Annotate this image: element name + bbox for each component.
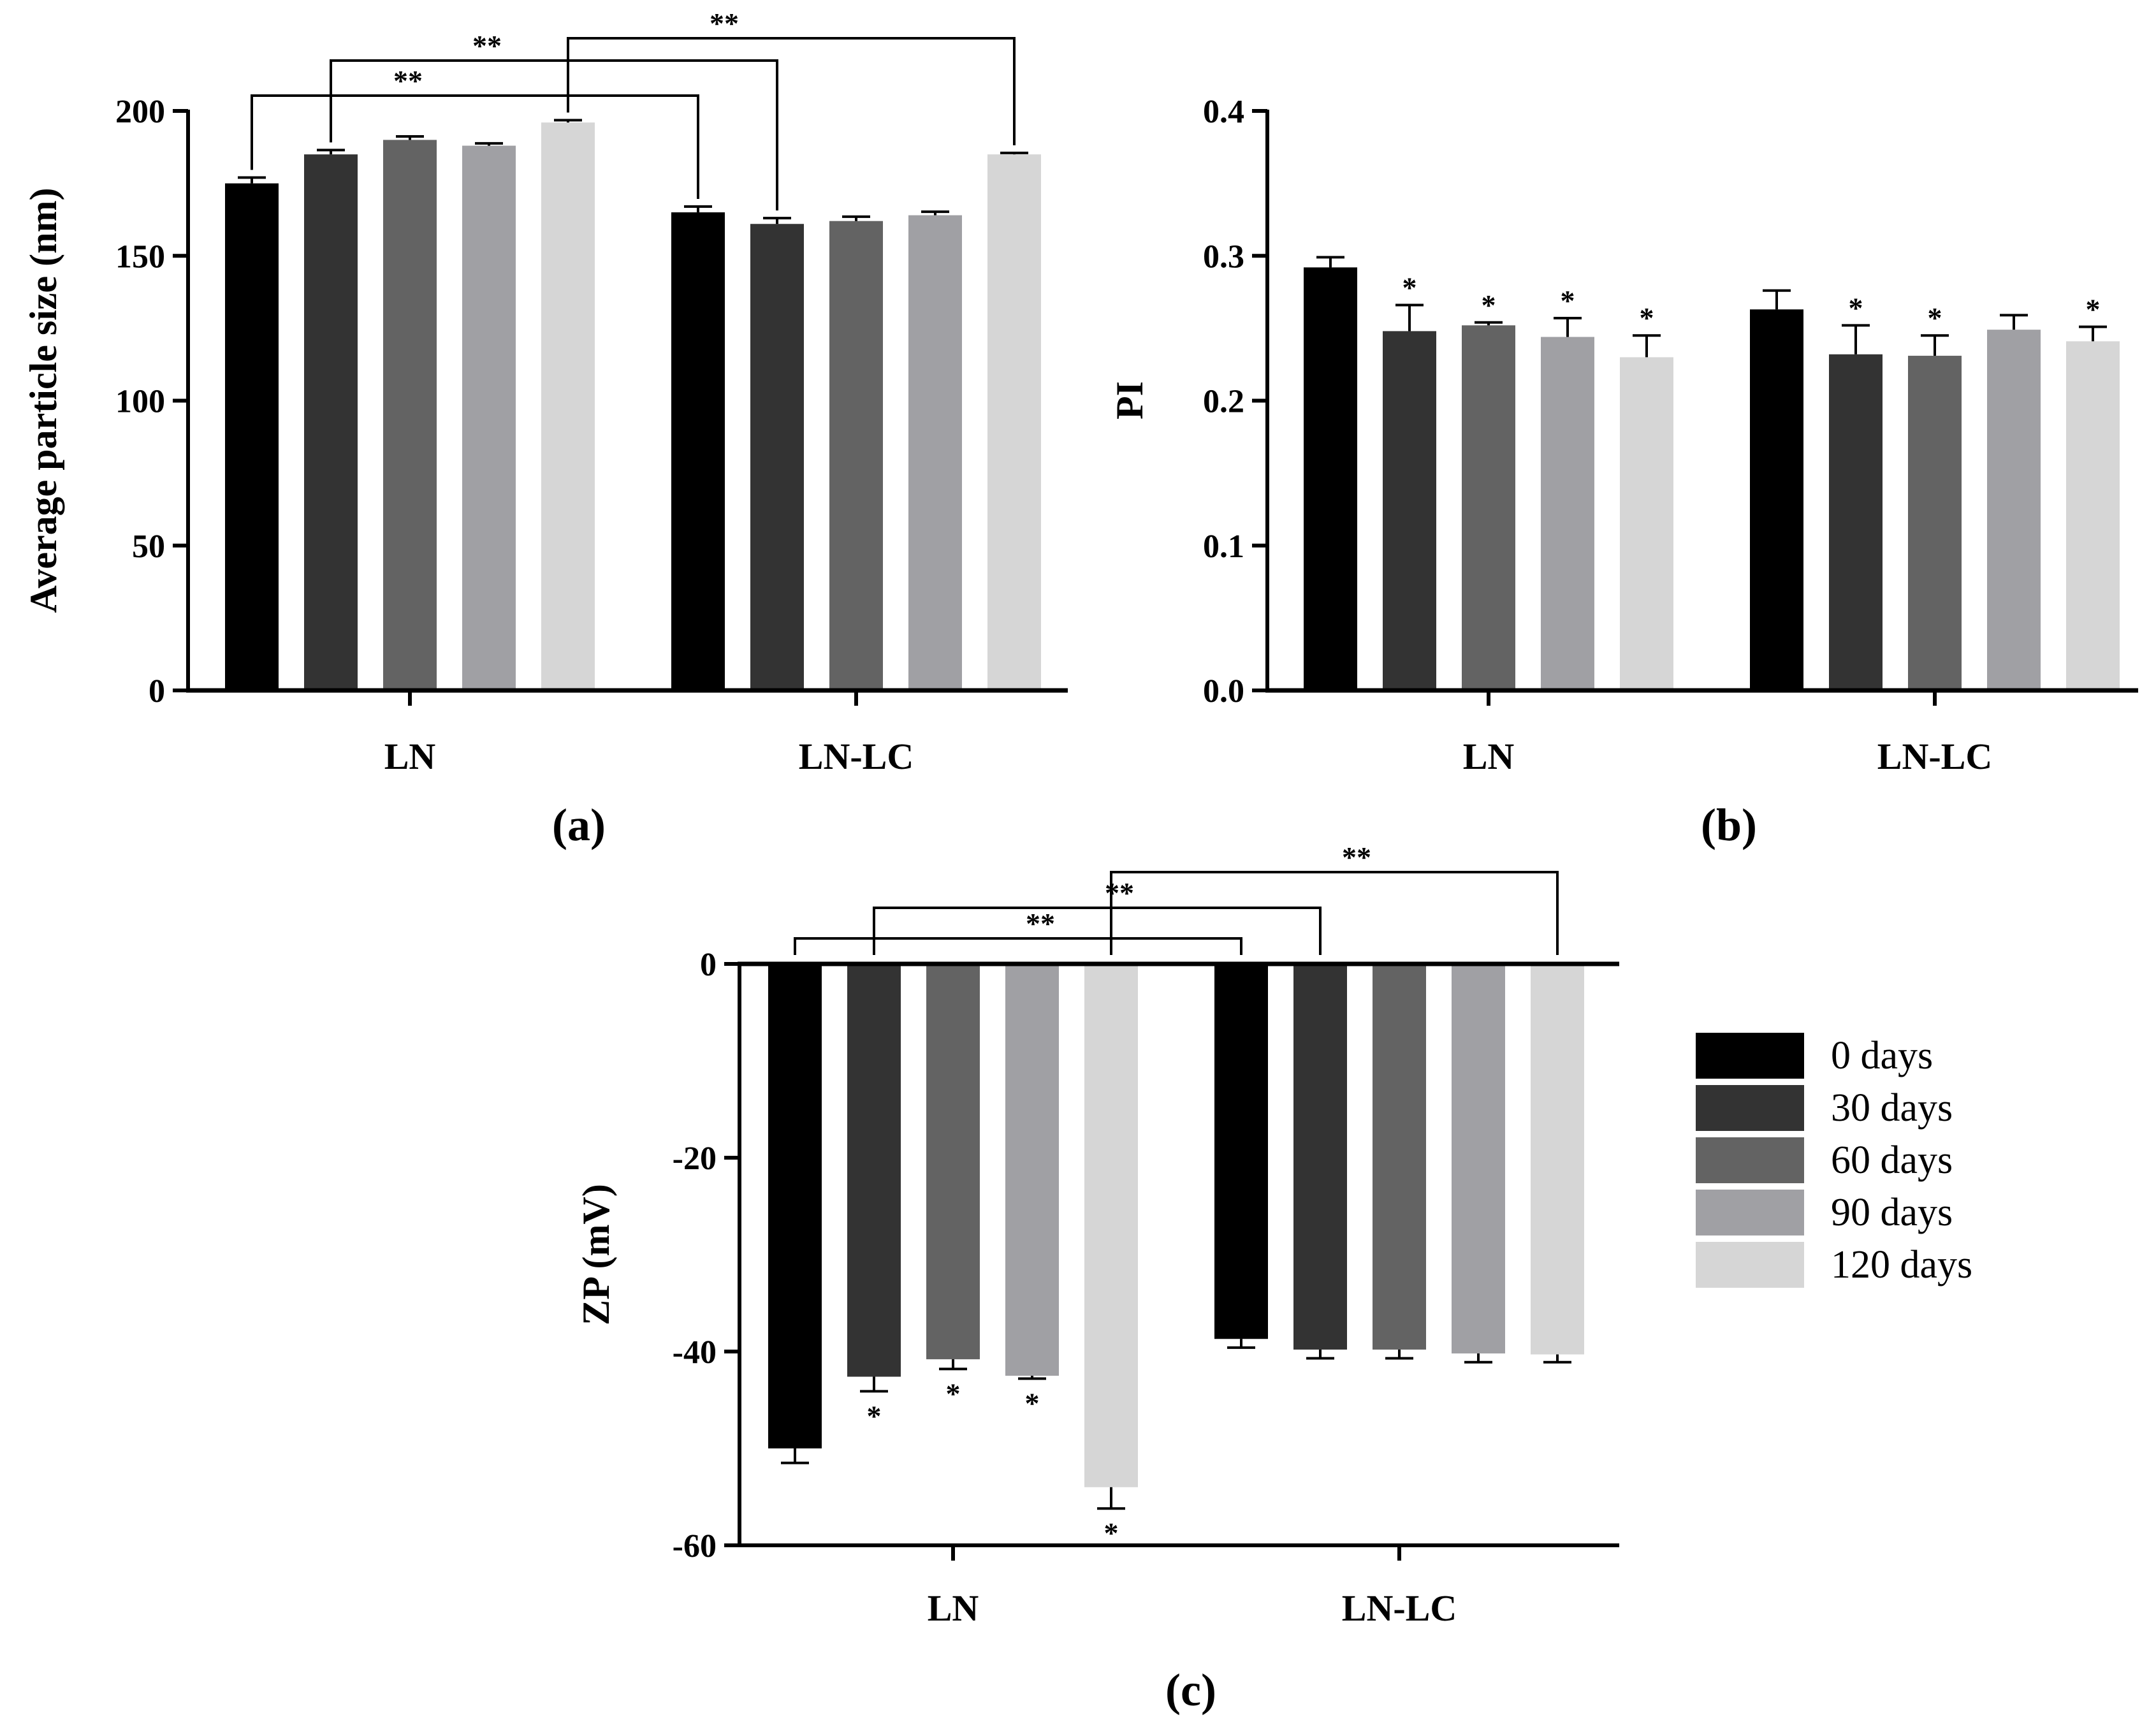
y-tick-label: 50 <box>132 528 165 565</box>
significance-label: ** <box>1026 907 1055 940</box>
significance-label: ** <box>710 7 739 40</box>
legend-swatch <box>1696 1085 1804 1131</box>
y-axis-label: PI <box>1109 381 1151 419</box>
y-tick-label: 0.2 <box>1203 384 1244 420</box>
bar <box>847 964 901 1377</box>
bar <box>750 224 804 690</box>
y-tick-label: 0.3 <box>1203 238 1244 275</box>
bar <box>1293 964 1347 1350</box>
bar-significance-label: * <box>1025 1387 1040 1420</box>
bar <box>462 145 516 691</box>
bar <box>1084 964 1138 1487</box>
significance-label: ** <box>393 64 423 97</box>
bar-significance-label: * <box>1482 289 1496 321</box>
x-category-label: LN-LC <box>1342 1587 1457 1629</box>
bar-significance-label: * <box>1561 284 1575 317</box>
bar-significance-label: * <box>946 1377 961 1410</box>
bar <box>1829 354 1883 690</box>
bar <box>987 154 1041 691</box>
y-tick-label: 0 <box>700 947 717 983</box>
x-category-label: LN <box>384 736 436 777</box>
significance-bracket <box>251 94 699 199</box>
bar-significance-label: * <box>1928 302 1942 334</box>
bar <box>383 140 437 690</box>
y-tick-label: 0.4 <box>1203 94 1244 130</box>
bar <box>671 212 725 690</box>
bar <box>1383 331 1436 690</box>
significance-bracket <box>1110 871 1559 955</box>
bar-significance-label: * <box>1640 302 1654 334</box>
y-tick-label: -20 <box>673 1141 717 1177</box>
bar-significance-label: * <box>1402 272 1417 304</box>
panel-label: (c) <box>1165 1665 1216 1716</box>
x-category-label: LN <box>1463 736 1515 777</box>
x-category-label: LN-LC <box>799 736 914 777</box>
chart-panel-b: 0.0 0.1 0.2 0.3 0.4 LN LN-LC PI (b) * * * * * * * <box>1109 94 2138 850</box>
bar <box>2066 341 2120 690</box>
chart-panel-a: 0 50 100 150 200 LN LN-LC Average particle size… <box>22 7 1068 850</box>
bar-significance-label: * <box>1849 291 1863 324</box>
y-axis-label: ZP (mV) <box>575 1184 617 1325</box>
panel-label: (a) <box>552 799 606 850</box>
legend-item-label: 90 days <box>1831 1191 1953 1234</box>
bar <box>1373 964 1426 1350</box>
legend-swatch <box>1696 1242 1804 1288</box>
legend-swatch <box>1696 1137 1804 1183</box>
bar <box>1462 325 1515 691</box>
legend-swatch <box>1696 1190 1804 1235</box>
bar <box>1908 356 1962 690</box>
y-tick-label: -40 <box>673 1334 717 1371</box>
y-tick-label: -60 <box>673 1528 717 1564</box>
bar <box>1304 267 1357 690</box>
legend: 0 days 30 days 60 days 90 days 120 days <box>1696 1033 1972 1288</box>
bar <box>1987 330 2041 690</box>
significance-label: ** <box>472 29 502 62</box>
bar <box>1452 964 1505 1354</box>
bar <box>829 221 883 691</box>
legend-item-label: 60 days <box>1831 1139 1953 1182</box>
x-category-label: LN <box>928 1587 979 1629</box>
significance-label: ** <box>1342 841 1371 873</box>
bar-significance-label: * <box>1104 1517 1119 1549</box>
bar <box>926 964 980 1360</box>
bar <box>1531 964 1584 1355</box>
bar <box>768 964 822 1448</box>
bar <box>908 215 962 690</box>
significance-bracket <box>794 937 1242 955</box>
y-tick-label: 0.1 <box>1203 528 1244 565</box>
bar <box>1541 337 1594 690</box>
legend-item-label: 0 days <box>1831 1034 1933 1077</box>
y-tick-label: 100 <box>115 384 165 420</box>
bar <box>1005 964 1059 1376</box>
legend-swatch <box>1696 1033 1804 1079</box>
bar <box>304 154 358 691</box>
significance-bracket <box>873 907 1322 955</box>
bar-significance-label: * <box>867 1399 882 1432</box>
panel-label: (b) <box>1701 799 1757 850</box>
y-tick-label: 0.0 <box>1203 673 1244 710</box>
significance-bracket <box>330 59 778 211</box>
significance-label: ** <box>1105 877 1134 909</box>
significance-bracket <box>567 37 1016 145</box>
y-axis-label: Average particle size (nm) <box>22 188 64 613</box>
y-tick-label: 0 <box>149 673 165 710</box>
y-tick-label: 150 <box>115 238 165 275</box>
bar <box>225 183 279 690</box>
bar <box>1214 964 1268 1339</box>
bar <box>541 122 595 690</box>
legend-item-label: 30 days <box>1831 1086 1953 1130</box>
bar <box>1620 357 1673 690</box>
x-category-label: LN-LC <box>1877 736 1992 777</box>
y-tick-label: 200 <box>115 94 165 130</box>
legend-item-label: 120 days <box>1831 1243 1972 1286</box>
bar-significance-label: * <box>2086 293 2101 326</box>
bar <box>1750 309 1803 690</box>
